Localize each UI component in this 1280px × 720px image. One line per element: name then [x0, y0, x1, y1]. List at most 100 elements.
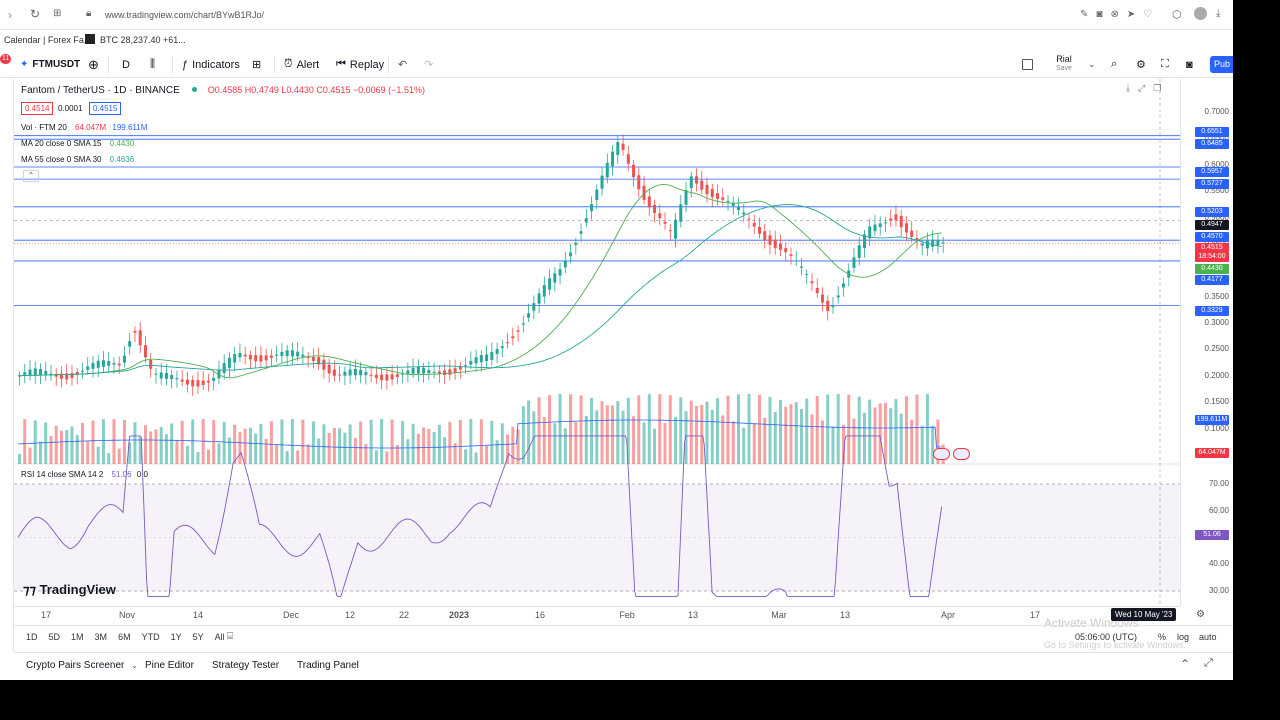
- ma20-legend[interactable]: MA 20 close 0 SMA 15 0.4430: [21, 139, 134, 148]
- volume-bar: [737, 394, 741, 464]
- tab-pine-editor[interactable]: Pine Editor: [145, 660, 194, 671]
- event-flags[interactable]: [933, 448, 970, 460]
- fullscreen-icon: ⛶: [1161, 58, 1169, 70]
- tab-trading-panel[interactable]: Trading Panel: [297, 660, 359, 671]
- interval-button[interactable]: D: [122, 51, 130, 78]
- alert-button[interactable]: ⏰︎ Alert: [284, 51, 319, 78]
- maximize-panel-icon[interactable]: ⤢: [1204, 657, 1213, 669]
- search-button[interactable]: ⌕: [1111, 51, 1117, 78]
- price-axis[interactable]: 0.70000.65000.60000.55000.50000.45000.40…: [1180, 79, 1233, 606]
- utc-clock[interactable]: 05:06:00 (UTC): [1075, 632, 1138, 642]
- candle-body: [86, 366, 90, 370]
- log-toggle[interactable]: log: [1177, 632, 1190, 642]
- candle-body: [527, 313, 531, 318]
- forward-icon[interactable]: ›: [8, 8, 12, 22]
- pane-controls[interactable]: ⤓ ⤢ ❐: [1126, 83, 1161, 94]
- volume-bar: [621, 410, 625, 464]
- candle-body: [925, 240, 929, 249]
- notification-badge[interactable]: 11: [0, 54, 11, 64]
- rsi-line: [17, 435, 943, 597]
- bid-price[interactable]: 0.4514: [21, 102, 54, 115]
- tab-crypto-pairs-screener[interactable]: Crypto Pairs Screener ⌄: [26, 660, 138, 671]
- settings-button[interactable]: ⚙︎: [1136, 51, 1146, 78]
- camera-icon[interactable]: ◙: [1096, 9, 1103, 20]
- tab-strategy-tester[interactable]: Strategy Tester: [212, 660, 280, 671]
- volume-bar: [248, 427, 252, 464]
- drawing-toolbar[interactable]: [0, 79, 14, 651]
- ask-price[interactable]: 0.4515: [88, 102, 122, 115]
- range-button-1d[interactable]: 1D: [26, 632, 38, 642]
- layout-name-button[interactable]: Rial Save: [1056, 54, 1072, 74]
- ma55-legend[interactable]: MA 55 close 0 SMA 30 0.4636: [21, 155, 134, 164]
- chart-type-button[interactable]: ⫼: [150, 51, 155, 78]
- percent-toggle[interactable]: %: [1158, 632, 1167, 642]
- range-button-6m[interactable]: 6M: [118, 632, 131, 642]
- activate-windows-subtitle: Go to Settings to activate Windows.: [1044, 640, 1187, 650]
- candle-body: [689, 176, 693, 188]
- apps-grid-icon[interactable]: ⊞: [53, 8, 62, 19]
- range-button-5y[interactable]: 5Y: [192, 632, 204, 642]
- candle-body: [563, 261, 567, 268]
- compare-button[interactable]: ⊕: [88, 51, 99, 78]
- chart-pane[interactable]: Fantom / TetherUS · 1D · BINANCE O0.4585…: [14, 79, 1180, 630]
- bookmark-btc[interactable]: BTC 28,237.40 +61...: [100, 35, 186, 45]
- goto-date-icon[interactable]: ⌸: [227, 631, 233, 642]
- layout-dropdown[interactable]: ⌄: [1088, 51, 1096, 78]
- maximize-icon[interactable]: ⤢: [1137, 83, 1146, 93]
- range-button-all[interactable]: All: [214, 632, 225, 642]
- address-bar[interactable]: www.tradingview.com/chart/BYwB1RJo/: [105, 10, 265, 20]
- us-flag-icon[interactable]: [953, 448, 970, 460]
- candle-body: [191, 379, 195, 387]
- chevron-up-icon[interactable]: ⌃: [1180, 657, 1191, 671]
- volume-bar: [364, 443, 368, 464]
- range-button-3m[interactable]: 3M: [94, 632, 108, 642]
- volume-value-2: 199.611M: [112, 123, 148, 132]
- volume-legend[interactable]: Vol · FTM 20 64.047M 199.611M: [21, 123, 147, 132]
- time-axis[interactable]: 17 Nov 14 Dec 12 22 2023 16 Feb 13 Mar 13 Apr 17 Wed 1…: [14, 606, 1205, 624]
- layout-select-button[interactable]: [1022, 51, 1033, 78]
- ma20-name: MA 20 close 0 SMA 15: [21, 139, 102, 148]
- date-range-bar: 1D 5D 1M 3M 6M YTD 1Y 5Y All ⌸ Go to Settings to…: [14, 625, 1233, 650]
- rsi-legend[interactable]: RSI 14 close SMA 14 2 51.06 0 0: [21, 470, 148, 479]
- range-button-5d[interactable]: 5D: [48, 632, 61, 642]
- bookmark-calendar[interactable]: Calendar | Forex Fa...: [4, 35, 92, 45]
- snapshot-button[interactable]: ◙: [1186, 51, 1193, 78]
- ma55-name: MA 55 close 0 SMA 30: [21, 155, 102, 164]
- browser-extension-icons[interactable]: ✎ ◙ ⊗ ➤ ♡: [1080, 9, 1152, 20]
- block-icon[interactable]: ⊗: [1110, 9, 1119, 20]
- time-tick-label: 17: [40, 610, 52, 620]
- candle-body: [101, 360, 105, 367]
- redo-button[interactable]: ↷: [424, 51, 433, 78]
- symbol-search[interactable]: ✦ FTMUSDT: [20, 51, 80, 78]
- publish-button[interactable]: Pub: [1210, 56, 1233, 73]
- arrow-down-icon[interactable]: ⤓: [1126, 83, 1130, 93]
- heart-icon[interactable]: ♡: [1143, 9, 1153, 20]
- indicators-button[interactable]: ƒ Indicators: [182, 51, 240, 78]
- price-tick-label: 0.2500: [1204, 344, 1229, 354]
- ma55-value: 0.4636: [109, 155, 135, 164]
- volume-bar: [910, 419, 914, 464]
- undo-button[interactable]: ↶: [398, 51, 407, 78]
- auto-toggle[interactable]: auto: [1199, 632, 1217, 642]
- range-button-ytd[interactable]: YTD: [141, 632, 160, 642]
- send-icon[interactable]: ➤: [1126, 9, 1136, 20]
- us-flag-icon[interactable]: [933, 448, 950, 460]
- range-button-1y[interactable]: 1Y: [170, 632, 182, 642]
- volume-bar: [626, 397, 630, 464]
- ma55-line: [18, 204, 942, 377]
- range-button-1m[interactable]: 1M: [71, 632, 84, 642]
- fullscreen-button[interactable]: ⛶: [1161, 51, 1169, 78]
- avatar[interactable]: [1194, 7, 1207, 20]
- reload-icon[interactable]: ↻: [30, 7, 41, 21]
- extensions-icon[interactable]: ⬡: [1172, 9, 1182, 21]
- replay-button[interactable]: ⏮︎ Replay: [336, 51, 384, 78]
- restore-icon[interactable]: ❐: [1153, 83, 1162, 93]
- templates-button[interactable]: ⊞: [252, 51, 261, 78]
- collapse-legend-button[interactable]: ⌃: [23, 170, 39, 182]
- volume-bar: [679, 397, 683, 464]
- chart-canvas[interactable]: [14, 79, 1180, 606]
- gear-icon[interactable]: ⚙︎: [1196, 609, 1205, 620]
- volume-bar: [301, 419, 305, 464]
- download-icon[interactable]: ⤓: [1216, 8, 1221, 19]
- edit-icon[interactable]: ✎: [1080, 9, 1089, 20]
